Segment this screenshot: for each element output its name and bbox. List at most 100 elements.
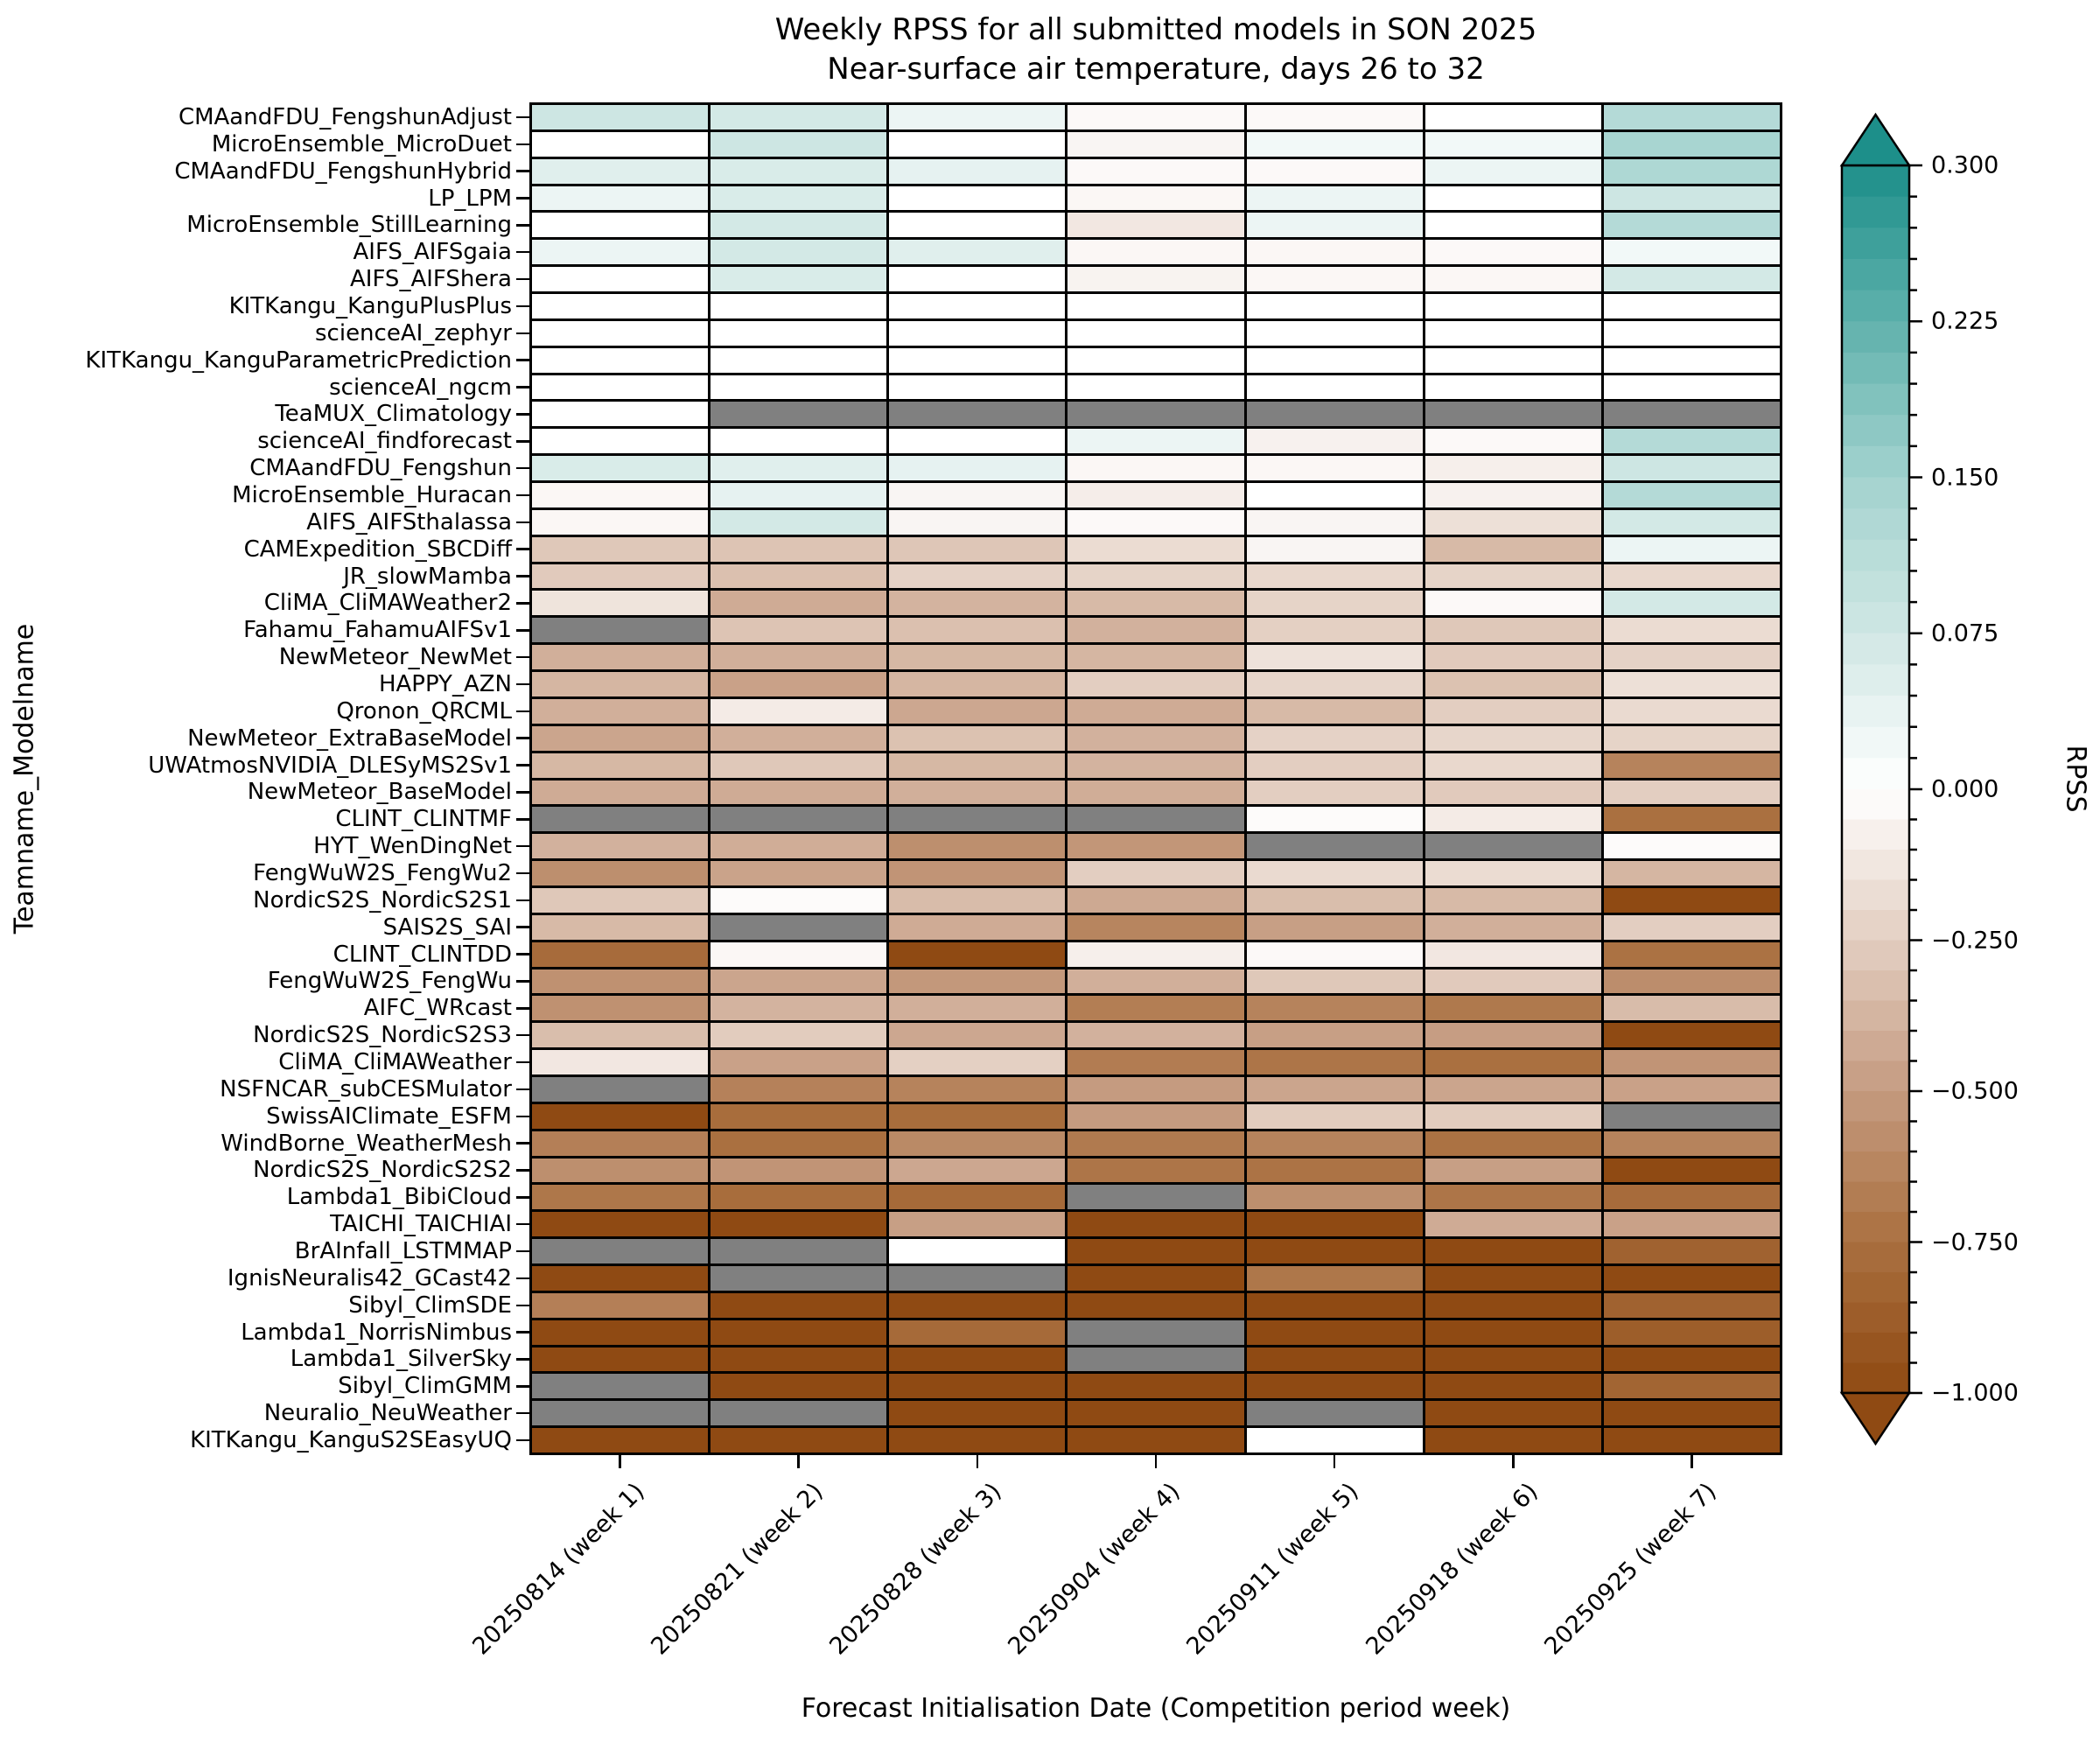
colorbar-tick-label: 0.075 — [1931, 620, 1999, 648]
heatmap-cell — [532, 725, 709, 751]
heatmap-cell — [1246, 536, 1423, 562]
heatmap-cell — [1424, 914, 1601, 940]
heatmap-cell — [710, 536, 887, 562]
colorbar-tick-label: −0.750 — [1931, 1228, 2019, 1256]
y-tick-label: IgnisNeuralis42_GCast42 — [227, 1264, 512, 1292]
x-tick-label: 20250911 (week 5) — [1181, 1478, 1365, 1661]
colorbar-segment — [1842, 1272, 1909, 1304]
heatmap-cell — [1246, 672, 1423, 696]
heatmap-cell — [710, 887, 887, 913]
heatmap-cell — [1246, 347, 1423, 373]
heatmap-cell — [1424, 861, 1601, 886]
heatmap-cell — [532, 591, 709, 616]
y-axis-tick-mark — [516, 1169, 529, 1172]
colorbar-max-arrow — [1839, 112, 1912, 167]
y-tick-label: MicroEnsemble_Huracan — [232, 481, 512, 508]
heatmap-cell — [1603, 807, 1780, 832]
heatmap-cell — [1603, 1103, 1780, 1129]
y-axis-tick-mark — [516, 1196, 529, 1199]
colorbar-segment — [1842, 477, 1909, 509]
y-axis-tick-mark — [516, 332, 529, 335]
heatmap-cell — [1603, 1023, 1780, 1048]
heatmap-cell — [1246, 780, 1423, 805]
y-tick-label: Sibyl_ClimGMM — [338, 1373, 512, 1400]
heatmap-cell — [889, 536, 1066, 562]
y-tick-label: BrAInfall_LSTMMAP — [294, 1238, 512, 1265]
y-axis-tick-mark — [516, 682, 529, 686]
colorbar-tick-label: 0.225 — [1931, 307, 1999, 335]
colorbar-segment — [1842, 970, 1909, 1002]
heatmap-cell — [1246, 1158, 1423, 1183]
heatmap-cell — [532, 645, 709, 670]
heatmap-cell — [1424, 1239, 1601, 1264]
heatmap-cell — [1068, 1103, 1244, 1129]
heatmap-cell — [710, 456, 887, 481]
heatmap-cell — [1424, 1130, 1601, 1156]
heatmap-cell — [710, 914, 887, 940]
y-tick-label: SwissAIClimate_ESFM — [266, 1102, 512, 1130]
y-axis-tick-mark — [516, 1060, 529, 1064]
heatmap-cell — [889, 1239, 1066, 1264]
y-tick-label: FengWuW2S_FengWu — [267, 968, 512, 995]
heatmap-cell — [1603, 1265, 1780, 1291]
heatmap-cell — [1246, 942, 1423, 967]
heatmap-cell — [1424, 131, 1601, 157]
y-axis-tick-mark — [516, 629, 529, 632]
heatmap-cell — [889, 483, 1066, 508]
y-tick-label: FengWuW2S_FengWu2 — [253, 860, 512, 886]
y-axis-tick-mark — [516, 1142, 529, 1144]
y-tick-label: Sibyl_ClimSDE — [348, 1292, 512, 1319]
heatmap-cell — [710, 1401, 887, 1426]
heatmap-cell — [1068, 914, 1244, 940]
heatmap-cell — [710, 672, 887, 696]
heatmap-cell — [1424, 887, 1601, 913]
y-axis-tick-mark — [516, 1007, 529, 1010]
heatmap-cell — [1424, 483, 1601, 508]
heatmap-cell — [1246, 131, 1423, 157]
heatmap-cell — [1068, 591, 1244, 616]
heatmap-cell — [532, 1320, 709, 1345]
heatmap-cell — [889, 186, 1066, 211]
heatmap-cell — [1603, 1185, 1780, 1210]
heatmap-cell — [1068, 1158, 1244, 1183]
y-tick-label: Neuralio_NeuWeather — [263, 1400, 512, 1427]
y-axis-tick-mark — [516, 980, 529, 983]
heatmap-cell — [889, 456, 1066, 481]
heatmap-cell — [889, 1401, 1066, 1426]
heatmap-cell — [1424, 1292, 1601, 1318]
heatmap-cell — [532, 914, 709, 940]
heatmap-cell — [710, 294, 887, 318]
heatmap-cell — [1246, 1239, 1423, 1264]
heatmap-cell — [532, 536, 709, 562]
heatmap-cell — [1603, 483, 1780, 508]
heatmap-cell — [1424, 509, 1601, 535]
x-axis-tick-mark — [797, 1455, 800, 1468]
heatmap-cell — [1603, 131, 1780, 157]
heatmap-cell — [1246, 186, 1423, 211]
heatmap-cell — [1068, 131, 1244, 157]
heatmap-cell — [710, 1130, 887, 1156]
heatmap-cell — [1424, 645, 1601, 670]
heatmap-cell — [710, 1239, 887, 1264]
heatmap-cell — [1424, 1401, 1601, 1426]
y-tick-label: MicroEnsemble_StillLearning — [186, 212, 512, 239]
heatmap-cell — [1246, 320, 1423, 346]
y-tick-label: Lambda1_BibiCloud — [286, 1184, 512, 1211]
heatmap-cell — [532, 564, 709, 589]
heatmap-cell — [1068, 402, 1244, 427]
heatmap-cell — [1603, 1374, 1780, 1399]
heatmap-cell — [710, 861, 887, 886]
heatmap-cell — [1603, 725, 1780, 751]
heatmap-cell — [532, 807, 709, 832]
y-tick-label: CliMA_CliMAWeather — [278, 1049, 512, 1076]
y-axis-tick-mark — [516, 710, 529, 713]
y-axis-tick-mark — [516, 359, 529, 361]
heatmap-cell — [889, 1374, 1066, 1399]
heatmap-cell — [1603, 158, 1780, 184]
heatmap-cell — [1603, 1130, 1780, 1156]
heatmap-cell — [889, 1103, 1066, 1129]
heatmap-cell — [889, 672, 1066, 696]
heatmap-cell — [1068, 645, 1244, 670]
x-axis-tick-mark — [976, 1455, 979, 1468]
heatmap-cell — [532, 1103, 709, 1129]
